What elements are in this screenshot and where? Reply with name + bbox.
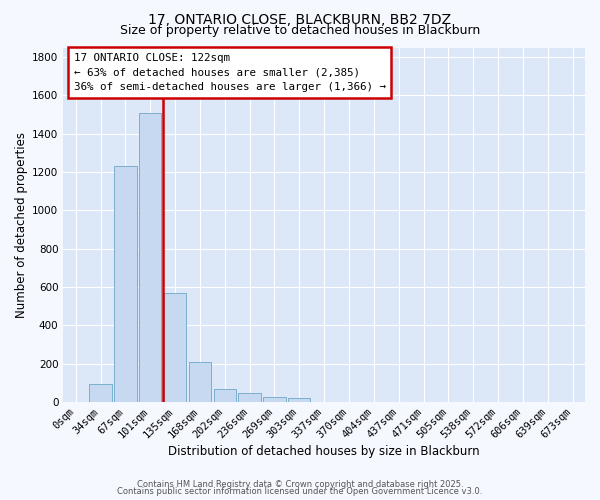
Bar: [288, 398, 310, 402]
Bar: [114, 166, 137, 402]
X-axis label: Distribution of detached houses by size in Blackburn: Distribution of detached houses by size …: [169, 444, 480, 458]
Bar: [139, 112, 161, 402]
Text: 17, ONTARIO CLOSE, BLACKBURN, BB2 7DZ: 17, ONTARIO CLOSE, BLACKBURN, BB2 7DZ: [148, 12, 452, 26]
Bar: [189, 362, 211, 402]
Bar: [214, 390, 236, 402]
Text: Size of property relative to detached houses in Blackburn: Size of property relative to detached ho…: [120, 24, 480, 37]
Y-axis label: Number of detached properties: Number of detached properties: [15, 132, 28, 318]
Bar: [238, 394, 261, 402]
Text: 17 ONTARIO CLOSE: 122sqm
← 63% of detached houses are smaller (2,385)
36% of sem: 17 ONTARIO CLOSE: 122sqm ← 63% of detach…: [74, 53, 386, 92]
Text: Contains public sector information licensed under the Open Government Licence v3: Contains public sector information licen…: [118, 488, 482, 496]
Bar: [89, 384, 112, 402]
Bar: [263, 397, 286, 402]
Text: Contains HM Land Registry data © Crown copyright and database right 2025.: Contains HM Land Registry data © Crown c…: [137, 480, 463, 489]
Bar: [164, 292, 186, 402]
